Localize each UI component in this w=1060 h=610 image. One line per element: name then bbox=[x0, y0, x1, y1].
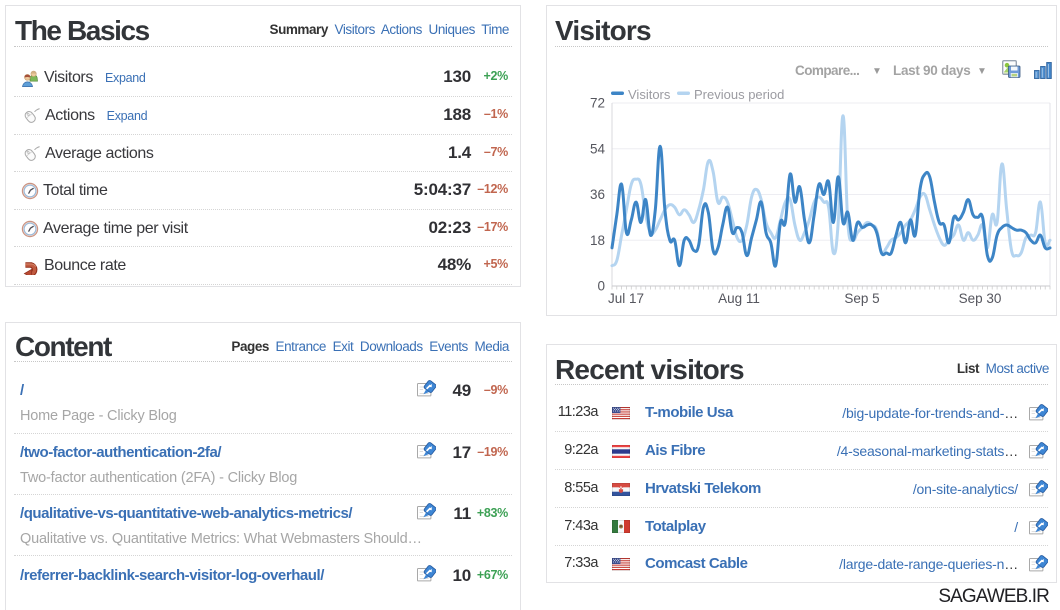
svg-text:36: 36 bbox=[590, 187, 605, 202]
svg-text:72: 72 bbox=[590, 96, 605, 111]
svg-text:Sep 5: Sep 5 bbox=[844, 291, 879, 306]
svg-text:Visitors: Visitors bbox=[628, 87, 671, 102]
svg-text:0: 0 bbox=[597, 279, 605, 294]
svg-text:Previous period: Previous period bbox=[694, 87, 784, 102]
svg-text:Sep 30: Sep 30 bbox=[959, 291, 1002, 306]
svg-text:Aug 11: Aug 11 bbox=[718, 291, 760, 306]
svg-text:18: 18 bbox=[590, 233, 605, 248]
svg-text:54: 54 bbox=[590, 141, 606, 156]
svg-text:Jul 17: Jul 17 bbox=[608, 291, 644, 306]
